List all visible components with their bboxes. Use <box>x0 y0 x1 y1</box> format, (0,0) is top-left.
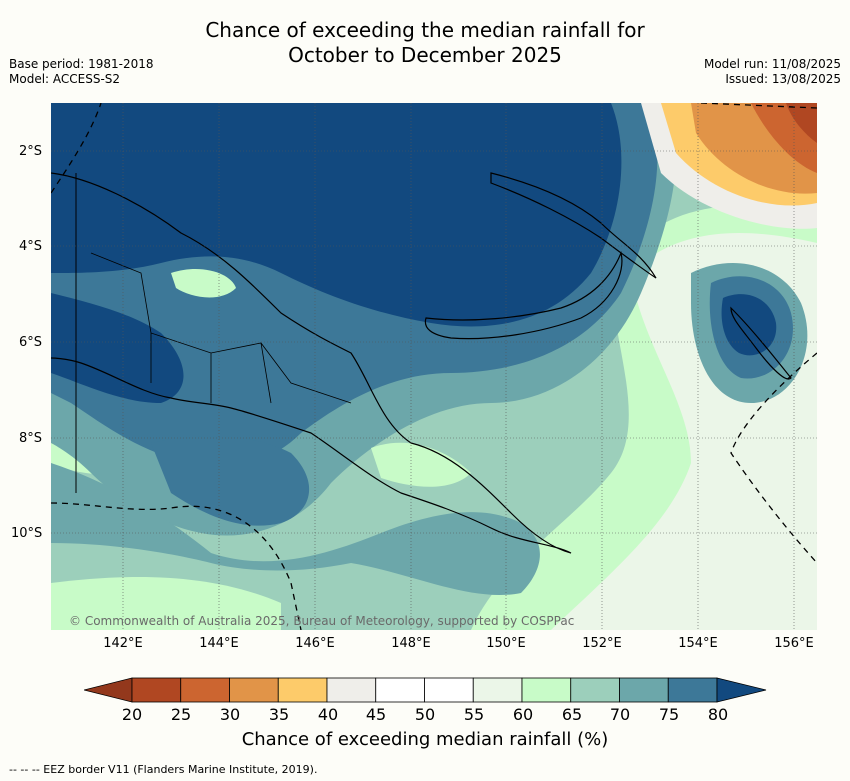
meta-left: Base period: 1981-2018 Model: ACCESS-S2 <box>9 57 154 87</box>
colorbar-cell <box>472 677 523 703</box>
lon-label-152e: 152°E <box>582 636 622 651</box>
eez-legend-note: -- -- -- EEZ border V11 (Flanders Marine… <box>9 763 318 776</box>
colorbar-tick-45: 45 <box>365 705 387 724</box>
colorbar-cell <box>619 677 669 703</box>
eez-border-ne <box>700 103 817 109</box>
colorbar-cell <box>667 677 718 703</box>
colorbar-tick-80: 80 <box>707 705 729 724</box>
model-run: Model run: 11/08/2025 <box>703 57 841 71</box>
model-name: Model: ACCESS-S2 <box>9 72 121 86</box>
title-line-1: Chance of exceeding the median rainfall … <box>205 18 645 42</box>
colorbar-tick-40: 40 <box>317 705 339 724</box>
colorbar-cell <box>131 677 182 703</box>
colorbar-tick-60: 60 <box>512 705 534 724</box>
coastline-new-guinea <box>51 172 572 554</box>
colorbar-tick-25: 25 <box>170 705 192 724</box>
band-70-b <box>51 463 540 596</box>
coastline-new-britain <box>424 251 623 340</box>
colorbar-cell <box>180 677 230 703</box>
lat-label-10s: 10°S <box>11 526 43 541</box>
issued-date: Issued: 13/08/2025 <box>725 72 841 86</box>
lat-label-2s: 2°S <box>19 144 43 159</box>
colorbar-tick-65: 65 <box>561 705 583 724</box>
lon-label-146e: 146°E <box>295 636 335 651</box>
lat-label-4s: 4°S <box>19 239 43 254</box>
colorbar-tick-75: 75 <box>658 705 680 724</box>
lat-label-8s: 8°S <box>19 431 43 446</box>
colorbar-cell <box>570 677 620 703</box>
copyright-notice: © Commonwealth of Australia 2025, Bureau… <box>69 614 575 628</box>
lat-label-6s: 6°S <box>19 335 43 350</box>
rainfall-map <box>51 103 817 630</box>
lon-label-154e: 154°E <box>678 636 718 651</box>
coastline-bougainville <box>730 306 792 380</box>
colorbar-tick-30: 30 <box>219 705 241 724</box>
map-title: Chance of exceeding the median rainfall … <box>0 18 850 68</box>
colorbar-low-extend <box>84 677 133 703</box>
colorbar-title: Chance of exceeding median rainfall (%) <box>241 729 609 750</box>
band-80 <box>51 103 622 327</box>
graticule <box>51 103 817 630</box>
colorbar-cell <box>277 677 328 703</box>
patch-light-2 <box>171 268 236 298</box>
lon-label-156e: 156°E <box>774 636 814 651</box>
colorbar-cell <box>375 677 425 703</box>
colorbar-tick-20: 20 <box>121 705 143 724</box>
band-80-east <box>721 294 777 356</box>
patch-light-1 <box>371 442 471 487</box>
band-75-south <box>151 436 310 526</box>
lon-label-148e: 148°E <box>391 636 431 651</box>
colorbar-cells <box>131 677 718 703</box>
lon-label-144e: 144°E <box>199 636 239 651</box>
colorbar-high-extend <box>716 677 767 703</box>
colorbar-cell <box>229 677 279 703</box>
colorbar-cell <box>326 677 377 703</box>
eez-border-nw <box>51 103 102 194</box>
colorbar-cell <box>521 677 572 703</box>
title-line-2: October to December 2025 <box>288 43 562 67</box>
colorbar-tick-55: 55 <box>463 705 485 724</box>
colorbar-cell <box>424 677 474 703</box>
eez-border-east <box>730 352 817 564</box>
colorbar-tick-35: 35 <box>268 705 290 724</box>
colorbar <box>84 677 767 703</box>
coastline-new-ireland <box>490 172 657 279</box>
lon-label-150e: 150°E <box>486 636 526 651</box>
band-60-south <box>51 577 281 630</box>
colorbar-tick-70: 70 <box>609 705 631 724</box>
base-period: Base period: 1981-2018 <box>9 57 154 71</box>
band-80-west <box>51 293 184 403</box>
colorbar-tick-50: 50 <box>414 705 436 724</box>
meta-right: Model run: 11/08/2025 Issued: 13/08/2025 <box>704 57 841 87</box>
province-boundaries <box>90 252 352 404</box>
lon-label-142e: 142°E <box>103 636 143 651</box>
